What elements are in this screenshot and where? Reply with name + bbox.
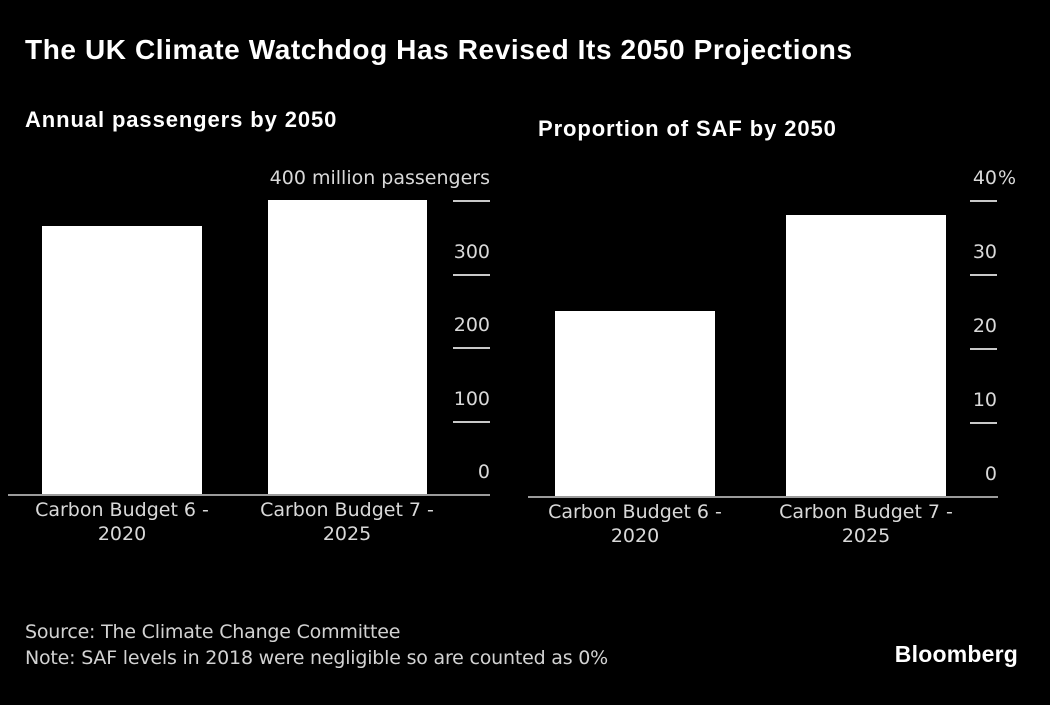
y-tick-line: [453, 421, 490, 423]
x-axis-line: [8, 494, 490, 496]
right-chart-title: Proportion of SAF by 2050: [538, 116, 837, 141]
y-tick-line: [453, 274, 490, 276]
left-chart-title: Annual passengers by 2050: [25, 107, 338, 132]
bloomberg-logo: Bloomberg: [894, 641, 1018, 667]
x-category-label-line: 2020: [610, 525, 660, 547]
y-tick-label-text: 20: [972, 315, 997, 337]
x-category-label-line: 2020: [97, 523, 147, 545]
x-category-label: Carbon Budget 6 -2020: [2, 498, 242, 546]
y-tick-line: [453, 347, 490, 349]
bar-carbon-budget-6-2020: [42, 226, 202, 494]
y-tick-line: [453, 200, 490, 202]
y-tick-line: [970, 348, 997, 350]
y-tick-label-text: 40: [972, 167, 997, 189]
y-tick-line: [970, 274, 997, 276]
x-category-label-line: 2025: [841, 525, 891, 547]
page-title: The UK Climate Watchdog Has Revised Its …: [25, 34, 853, 65]
y-tick-line: [970, 200, 997, 202]
x-category-label-line: Carbon Budget 7 -: [260, 499, 434, 521]
bar-carbon-budget-6-2020: [555, 311, 715, 496]
y-tick-label-text: 200: [453, 314, 490, 336]
y-tick-label-suffix: %: [998, 167, 1017, 189]
x-category-label-line: Carbon Budget 7 -: [779, 501, 953, 523]
y-tick-label-text: 300: [453, 241, 490, 263]
y-tick-line: [970, 422, 997, 424]
y-tick-label-text: 400 million passengers: [269, 167, 490, 189]
x-category-label-line: Carbon Budget 6 -: [548, 501, 722, 523]
y-tick-label-text: 0: [477, 461, 490, 483]
x-category-label-line: Carbon Budget 6 -: [35, 499, 209, 521]
y-tick-label-text: 10: [972, 389, 997, 411]
x-axis-line: [528, 496, 998, 498]
y-tick-label-text: 0: [984, 463, 997, 485]
bar-carbon-budget-7-2025: [268, 200, 427, 494]
source-line: Source: The Climate Change Committee: [25, 621, 401, 643]
note-line: Note: SAF levels in 2018 were negligible…: [25, 647, 609, 669]
y-tick-label-text: 100: [453, 388, 490, 410]
x-category-label: Carbon Budget 7 -2025: [746, 500, 986, 548]
x-category-label: Carbon Budget 6 -2020: [515, 500, 755, 548]
y-tick-label-text: 30: [972, 241, 997, 263]
x-category-label: Carbon Budget 7 -2025: [227, 498, 467, 546]
bar-carbon-budget-7-2025: [786, 215, 946, 496]
x-category-label-line: 2025: [322, 523, 372, 545]
